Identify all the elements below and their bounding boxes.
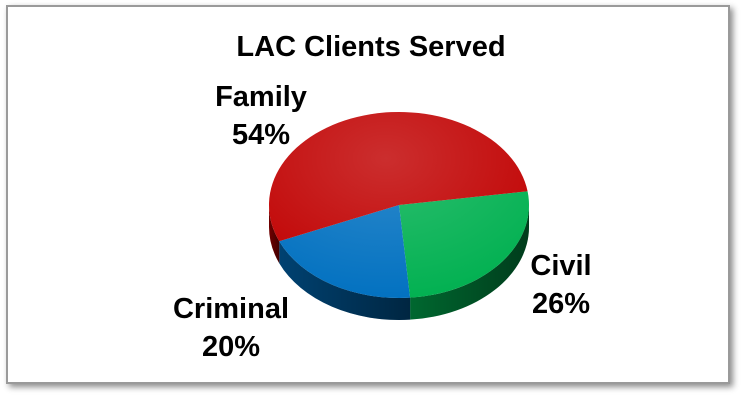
pie-side-shade-criminal xyxy=(279,241,411,320)
pie-side-layer xyxy=(269,205,529,320)
pie-side-shade-civil xyxy=(410,205,529,320)
slice-name-civil: Civil xyxy=(530,250,592,282)
slice-label-family: Family 54% xyxy=(196,78,326,155)
slice-label-civil: Civil 26% xyxy=(506,247,616,324)
slice-value-criminal: 20% xyxy=(201,331,261,364)
slice-name-criminal: Criminal xyxy=(172,293,290,325)
slice-value-family: 54% xyxy=(231,119,291,152)
pie-gloss xyxy=(269,112,529,298)
slice-name-family: Family xyxy=(215,81,307,113)
pie-side-shade-family xyxy=(269,205,280,264)
chart-title: LAC Clients Served xyxy=(236,31,506,63)
pie-top-layer xyxy=(268,111,530,298)
slice-value-civil: 26% xyxy=(531,288,591,321)
slice-label-criminal: Criminal 20% xyxy=(156,290,306,367)
